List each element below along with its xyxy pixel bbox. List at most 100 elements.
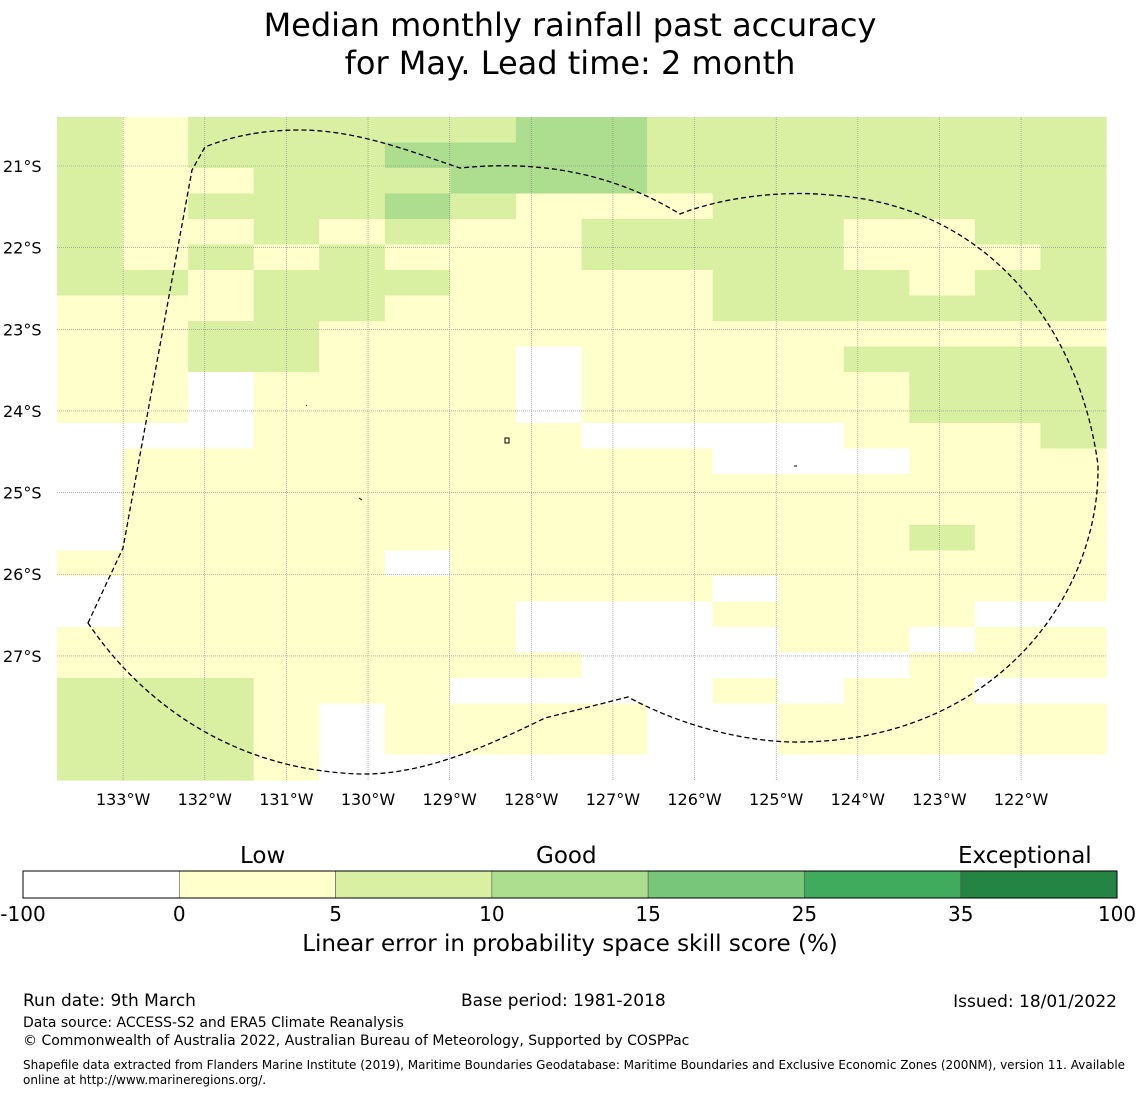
heatmap-cell <box>188 576 255 603</box>
heatmap-cell <box>843 397 910 424</box>
heatmap-cell <box>188 244 255 271</box>
heatmap-cell <box>319 499 386 526</box>
heatmap-cell <box>515 142 583 169</box>
heatmap-cell <box>1040 703 1107 730</box>
latitude-tick-label: 24°S <box>3 402 42 421</box>
heatmap-cell <box>450 550 517 577</box>
heatmap-cell <box>909 117 976 144</box>
heatmap-cell <box>647 117 714 144</box>
heatmap-cell <box>515 372 583 399</box>
heatmap-cell <box>188 601 255 628</box>
heatmap-cell <box>909 754 976 781</box>
heatmap-cell <box>319 448 386 475</box>
heatmap-cell <box>57 576 124 603</box>
heatmap-cell <box>515 652 583 679</box>
heatmap-cell <box>647 525 714 552</box>
heatmap-cell <box>778 168 845 195</box>
heatmap-cell <box>57 678 124 705</box>
heatmap-cell <box>319 652 386 679</box>
heatmap-cell <box>974 729 1042 756</box>
heatmap-cell <box>515 550 583 577</box>
heatmap-cell <box>909 193 976 220</box>
heatmap-cell <box>843 576 910 603</box>
heatmap-cell <box>319 729 386 756</box>
heatmap-cell <box>450 117 517 144</box>
heatmap-cell <box>57 117 124 144</box>
longitude-tick-label: 128°W <box>504 790 559 809</box>
heatmap-cell <box>122 448 189 475</box>
colorbar-tick-label: 15 <box>635 902 661 926</box>
heatmap-cell <box>253 576 320 603</box>
heatmap-cell <box>974 703 1042 730</box>
heatmap-cell <box>253 678 320 705</box>
heatmap-cell <box>778 576 845 603</box>
heatmap-cell <box>450 754 517 781</box>
heatmap-cell <box>122 703 189 730</box>
heatmap-cell <box>188 678 255 705</box>
heatmap-cell <box>188 397 255 424</box>
heatmap-cell <box>778 550 845 577</box>
heatmap-cell <box>450 499 517 526</box>
heatmap-cell <box>647 270 714 297</box>
heatmap-cell <box>581 142 648 169</box>
heatmap-cell <box>581 321 648 348</box>
heatmap-cell <box>974 474 1042 501</box>
heatmap-cell <box>515 295 583 322</box>
heatmap-cell <box>319 219 386 246</box>
island-mark <box>358 497 363 501</box>
heatmap-cell <box>1040 423 1107 450</box>
heatmap-cell <box>647 423 714 450</box>
heatmap-cell <box>909 678 976 705</box>
heatmap-cell <box>319 193 386 220</box>
heatmap-cell <box>450 372 517 399</box>
heatmap-cell <box>384 295 451 322</box>
heatmap-cell <box>57 703 124 730</box>
heatmap-cell <box>384 499 451 526</box>
heatmap-cell <box>122 193 189 220</box>
heatmap-cell <box>1040 346 1107 373</box>
heatmap-cell <box>122 474 189 501</box>
heatmap-cell <box>1040 729 1107 756</box>
heatmap-cell <box>515 525 583 552</box>
heatmap-cell <box>581 703 648 730</box>
heatmap-cell <box>515 678 583 705</box>
longitude-tick-label: 123°W <box>912 790 967 809</box>
heatmap-cell <box>253 550 320 577</box>
heatmap-cell <box>384 678 451 705</box>
heatmap-cell <box>778 346 845 373</box>
heatmap-cell <box>712 397 779 424</box>
heatmap-cell <box>319 550 386 577</box>
heatmap-cell <box>188 295 255 322</box>
heatmap-cell <box>319 423 386 450</box>
heatmap-cell <box>253 372 320 399</box>
run-date: Run date: 9th March <box>23 991 196 1011</box>
longitude-tick-label: 132°W <box>178 790 233 809</box>
heatmap-cell <box>581 244 648 271</box>
heatmap-cell <box>384 142 451 169</box>
heatmap-cell <box>974 346 1042 373</box>
heatmap-cell <box>581 652 648 679</box>
heatmap-cell <box>712 474 779 501</box>
heatmap-cell <box>581 193 648 220</box>
eez-boundary-line <box>87 129 1099 775</box>
heatmap-cell <box>515 499 583 526</box>
heatmap-cell <box>1040 372 1107 399</box>
heatmap-cell <box>778 219 845 246</box>
heatmap-cell <box>647 729 714 756</box>
heatmap-cell <box>647 244 714 271</box>
heatmap-cell <box>450 321 517 348</box>
heatmap-cell <box>57 525 124 552</box>
heatmap-cell <box>384 117 451 144</box>
heatmap-cell <box>122 550 189 577</box>
heatmap-cell <box>974 193 1042 220</box>
heatmap-cell <box>450 729 517 756</box>
heatmap-cell <box>515 627 583 654</box>
heatmap-cell <box>122 678 189 705</box>
heatmap-cell <box>647 652 714 679</box>
heatmap-cell <box>57 244 124 271</box>
heatmap-cell <box>57 346 124 373</box>
longitude-labels: 133°W 132°W 131°W 130°W 129°W 128°W 127°W 126°W… <box>96 790 1049 809</box>
heatmap-cell <box>778 397 845 424</box>
heatmap-cell <box>778 117 845 144</box>
heatmap-cell <box>909 372 976 399</box>
